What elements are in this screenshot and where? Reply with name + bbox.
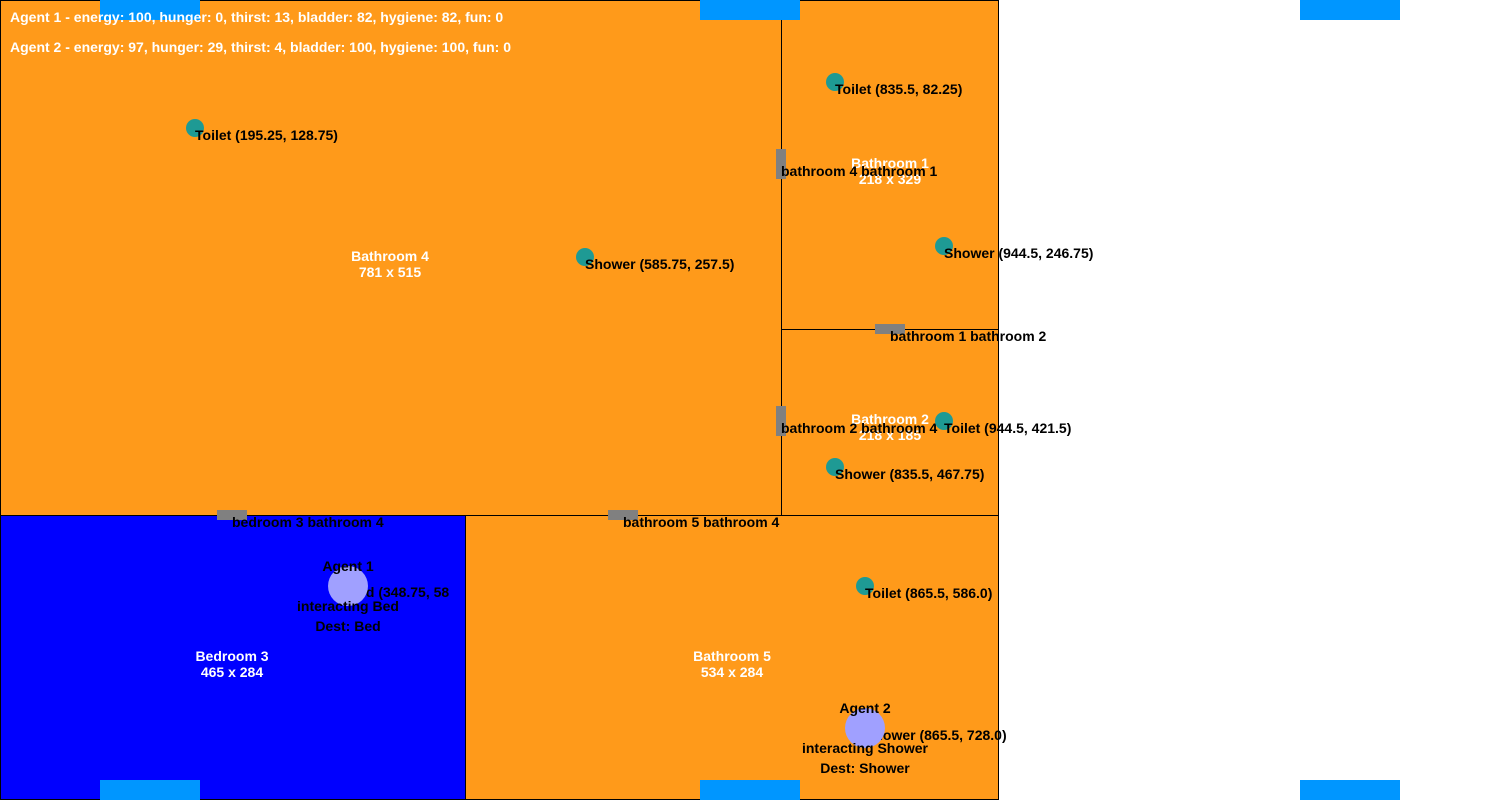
room-bathroom-4 bbox=[0, 0, 782, 516]
window-top-3 bbox=[1300, 0, 1400, 20]
agent-2-status: Agent 2 - energy: 97, hunger: 29, thirst… bbox=[10, 39, 512, 55]
toilet-icon[interactable] bbox=[935, 412, 953, 430]
room-size: 465 x 284 bbox=[200, 664, 264, 680]
door-bathroom1-bathroom2[interactable] bbox=[875, 324, 905, 334]
room-label-bathroom-4: Bathroom 4 781 x 515 bbox=[351, 248, 429, 280]
window-top-1 bbox=[100, 0, 200, 20]
room-size: 218 x 329 bbox=[858, 171, 922, 187]
item-label-shower: Shower (865.5, 728.0) bbox=[865, 727, 1007, 743]
door-label-bathroom1-bathroom2: bathroom 1 bathroom 2 bbox=[890, 328, 1047, 344]
door-bedroom3-bathroom4[interactable] bbox=[217, 510, 247, 520]
room-name: Bathroom 5 bbox=[693, 648, 771, 664]
shower-icon[interactable] bbox=[576, 248, 594, 266]
room-name: Bathroom 4 bbox=[351, 248, 429, 264]
item-label-toilet: Toilet (865.5, 586.0) bbox=[865, 585, 993, 601]
room-label-bedroom-3: Bedroom 3 465 x 284 bbox=[195, 648, 268, 680]
agent-action: interacting Shower bbox=[801, 740, 929, 756]
agent-1-info: Agent 1 interacting Bed Dest: Bed bbox=[297, 556, 399, 636]
window-bottom-1 bbox=[100, 780, 200, 800]
agent-name: Agent 2 bbox=[839, 700, 891, 716]
shower-icon[interactable] bbox=[935, 237, 953, 255]
item-label-bed: Bed (348.75, 58 bbox=[348, 584, 450, 600]
room-label-bathroom-5: Bathroom 5 534 x 284 bbox=[693, 648, 771, 680]
agent-2-info: Agent 2 interacting Shower Dest: Shower bbox=[802, 698, 928, 778]
item-label-shower: Shower (944.5, 246.75) bbox=[944, 245, 1094, 261]
door-bathroom5-bathroom4[interactable] bbox=[608, 510, 638, 520]
agent-dest: Dest: Shower bbox=[820, 760, 910, 776]
shower-icon[interactable] bbox=[826, 458, 844, 476]
item-label-toilet: Toilet (835.5, 82.25) bbox=[835, 81, 963, 97]
room-label-bathroom-2: Bathroom 2 218 x 185 bbox=[851, 411, 929, 443]
window-bottom-2 bbox=[700, 780, 800, 800]
room-name: Bathroom 1 bbox=[851, 155, 929, 171]
agent-action: interacting Bed bbox=[297, 598, 399, 614]
item-label-shower: Shower (585.75, 257.5) bbox=[585, 256, 735, 272]
room-size: 781 x 515 bbox=[358, 264, 422, 280]
toilet-icon[interactable] bbox=[826, 73, 844, 91]
room-bathroom-5 bbox=[465, 515, 999, 800]
room-size: 218 x 185 bbox=[858, 427, 922, 443]
door-label-bathroom2-bathroom4: bathroom 2 bathroom 4 bbox=[781, 420, 938, 436]
room-size: 534 x 284 bbox=[700, 664, 764, 680]
agent-1-avatar[interactable] bbox=[328, 566, 368, 606]
agent-1-status: Agent 1 - energy: 100, hunger: 0, thirst… bbox=[10, 9, 504, 25]
toilet-icon[interactable] bbox=[856, 577, 874, 595]
item-label-toilet: Toilet (195.25, 128.75) bbox=[195, 127, 338, 143]
door-label-bedroom3-bathroom4: bedroom 3 bathroom 4 bbox=[232, 514, 384, 530]
agent-dest: Dest: Bed bbox=[315, 618, 381, 634]
door-label-bathroom4-bathroom1: bathroom 4 bathroom 1 bbox=[781, 163, 938, 179]
window-top-2 bbox=[700, 0, 800, 20]
item-label-toilet: Toilet (944.5, 421.5) bbox=[944, 420, 1072, 436]
room-bedroom-3 bbox=[0, 515, 466, 800]
door-label-bathroom5-bathroom4: bathroom 5 bathroom 4 bbox=[623, 514, 780, 530]
door-bathroom4-bathroom1[interactable] bbox=[776, 149, 786, 179]
room-bathroom-1 bbox=[781, 0, 999, 330]
room-label-bathroom-1: Bathroom 1 218 x 329 bbox=[851, 155, 929, 187]
agent-name: Agent 1 bbox=[322, 558, 374, 574]
room-name: Bedroom 3 bbox=[195, 648, 269, 664]
window-bottom-3 bbox=[1300, 780, 1400, 800]
agent-2-avatar[interactable] bbox=[845, 708, 885, 748]
door-bathroom2-bathroom4[interactable] bbox=[776, 406, 786, 436]
item-label-shower: Shower (835.5, 467.75) bbox=[835, 466, 985, 482]
toilet-icon[interactable] bbox=[186, 119, 204, 137]
room-name: Bathroom 2 bbox=[851, 411, 929, 427]
